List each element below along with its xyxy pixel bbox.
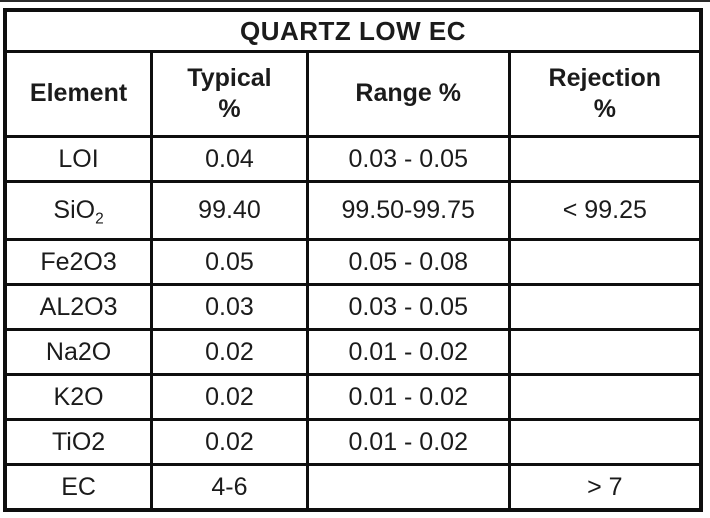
cell-element: K2O xyxy=(3,373,154,421)
table-row-fe2o3: Fe2O3 0.05 0.05 - 0.08 xyxy=(3,238,703,286)
cell-rejection: > 7 xyxy=(507,463,703,512)
formula-subscript: 2 xyxy=(95,210,104,228)
top-edge-line xyxy=(0,0,710,2)
table-row-loi: LOI 0.04 0.03 - 0.05 xyxy=(3,135,703,183)
cell-typical: 0.04 xyxy=(150,135,309,183)
cell-typical: 4-6 xyxy=(150,463,309,512)
cell-rejection xyxy=(507,418,703,466)
cell-typical: 99.40 xyxy=(150,180,309,241)
header-range-percent: Range % xyxy=(305,50,511,138)
table-row-k2o: K2O 0.02 0.01 - 0.02 xyxy=(3,373,703,421)
cell-rejection xyxy=(507,238,703,286)
cell-range: 0.03 - 0.05 xyxy=(305,283,511,331)
header-typical-percent: Typical % xyxy=(150,50,309,138)
cell-typical: 0.02 xyxy=(150,418,309,466)
cell-element: Fe2O3 xyxy=(3,238,154,286)
table-row-sio2: SiO2 99.40 99.50-99.75 < 99.25 xyxy=(3,180,703,241)
cell-rejection xyxy=(507,135,703,183)
cell-typical: 0.02 xyxy=(150,328,309,376)
table-title-row: QUARTZ LOW EC xyxy=(3,8,703,53)
table-header-row: Element Typical % Range % Rejection % xyxy=(3,50,703,138)
cell-typical: 0.05 xyxy=(150,238,309,286)
cell-range xyxy=(305,463,511,512)
quartz-low-ec-table: QUARTZ LOW EC Element Typical % Range % … xyxy=(3,8,703,512)
table-row-al2o3: AL2O3 0.03 0.03 - 0.05 xyxy=(3,283,703,331)
cell-element: TiO2 xyxy=(3,418,154,466)
cell-range: 0.01 - 0.02 xyxy=(305,418,511,466)
cell-range: 0.01 - 0.02 xyxy=(305,373,511,421)
table-row-na2o: Na2O 0.02 0.01 - 0.02 xyxy=(3,328,703,376)
cell-range: 99.50-99.75 xyxy=(305,180,511,241)
cell-element: SiO2 xyxy=(3,180,154,241)
cell-element: AL2O3 xyxy=(3,283,154,331)
cell-range: 0.03 - 0.05 xyxy=(305,135,511,183)
cell-typical: 0.03 xyxy=(150,283,309,331)
cell-element: Na2O xyxy=(3,328,154,376)
cell-rejection xyxy=(507,328,703,376)
cell-rejection xyxy=(507,373,703,421)
cell-rejection xyxy=(507,283,703,331)
table-row-tio2: TiO2 0.02 0.01 - 0.02 xyxy=(3,418,703,466)
cell-element: EC xyxy=(3,463,154,512)
cell-rejection: < 99.25 xyxy=(507,180,703,241)
cell-range: 0.05 - 0.08 xyxy=(305,238,511,286)
cell-typical: 0.02 xyxy=(150,373,309,421)
header-element: Element xyxy=(3,50,154,138)
formula-base: SiO xyxy=(53,196,96,224)
header-rejection-percent: Rejection % xyxy=(507,50,703,138)
cell-range: 0.01 - 0.02 xyxy=(305,328,511,376)
table-title: QUARTZ LOW EC xyxy=(3,8,703,53)
cell-element: LOI xyxy=(3,135,154,183)
table-row-ec: EC 4-6 > 7 xyxy=(3,463,703,512)
